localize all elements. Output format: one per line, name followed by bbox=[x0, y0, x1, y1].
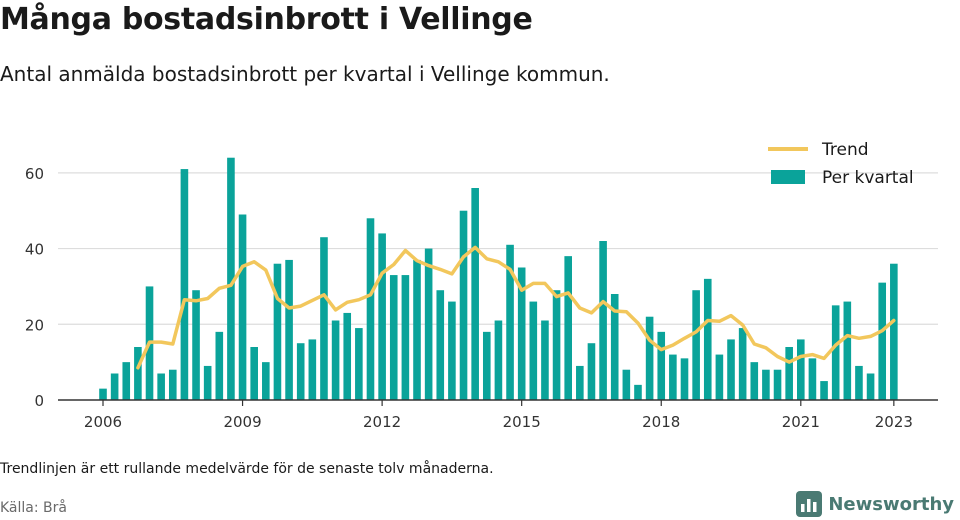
chart-subtitle: Antal anmälda bostadsinbrott per kvartal… bbox=[0, 62, 610, 86]
brand-logo[interactable]: Newsworthy bbox=[796, 489, 954, 519]
bar bbox=[262, 362, 270, 400]
bar bbox=[308, 339, 317, 400]
bar bbox=[273, 263, 282, 400]
bar bbox=[238, 214, 247, 400]
bar bbox=[331, 320, 340, 400]
bar bbox=[773, 369, 782, 400]
bar bbox=[680, 358, 689, 400]
chart: 0 20 40 60 2006 2009 2012 2015 2018 2021 2023 Trend… bbox=[25, 140, 938, 431]
bar bbox=[355, 328, 363, 400]
x-tick-label: 2021 bbox=[782, 413, 820, 431]
bar bbox=[215, 331, 224, 400]
bar bbox=[831, 305, 840, 400]
bar bbox=[645, 316, 654, 400]
bar bbox=[715, 354, 724, 400]
chart-title: Många bostadsinbrott i Vellinge bbox=[0, 2, 533, 37]
bar bbox=[890, 263, 898, 400]
bar bbox=[657, 331, 666, 400]
x-tick-label: 2023 bbox=[875, 413, 913, 431]
x-tick-label: 2015 bbox=[503, 413, 541, 431]
x-tick-label: 2018 bbox=[642, 413, 680, 431]
bar bbox=[541, 320, 549, 400]
bar bbox=[552, 290, 561, 400]
x-tick-label: 2006 bbox=[84, 413, 122, 431]
bar bbox=[436, 290, 445, 400]
legend-bars-swatch bbox=[771, 170, 805, 184]
bar bbox=[576, 365, 584, 400]
bar bbox=[320, 237, 328, 400]
bar bbox=[820, 381, 828, 400]
bar bbox=[250, 347, 258, 400]
bar bbox=[517, 267, 526, 400]
bar bbox=[366, 218, 375, 400]
source-label: Källa: Brå bbox=[0, 500, 67, 516]
bar bbox=[878, 282, 887, 400]
bar bbox=[622, 369, 631, 400]
y-tick-label: 0 bbox=[34, 392, 44, 410]
bar bbox=[389, 275, 398, 400]
bar bbox=[506, 244, 514, 400]
bar bbox=[471, 188, 479, 400]
bar bbox=[750, 362, 759, 400]
bar bbox=[482, 331, 491, 400]
bar bbox=[762, 369, 770, 400]
bar bbox=[378, 233, 386, 400]
bar bbox=[448, 301, 456, 400]
bar bbox=[180, 169, 189, 400]
bar bbox=[424, 248, 433, 400]
legend-bars-label: Per kvartal bbox=[822, 168, 914, 188]
bar bbox=[797, 339, 805, 400]
x-tick-label: 2012 bbox=[363, 413, 401, 431]
legend-trend-label: Trend bbox=[821, 140, 869, 160]
bar bbox=[296, 343, 305, 400]
bar bbox=[564, 256, 572, 400]
bar bbox=[587, 343, 596, 400]
bar bbox=[157, 373, 165, 400]
bar bbox=[494, 320, 503, 400]
bar bbox=[192, 290, 200, 400]
bar bbox=[529, 301, 538, 400]
bar bbox=[227, 157, 235, 400]
bar bbox=[692, 290, 700, 400]
bar bbox=[401, 275, 410, 400]
bar bbox=[459, 210, 468, 400]
bar bbox=[413, 259, 421, 400]
x-tick-label: 2009 bbox=[223, 413, 261, 431]
trend-line bbox=[136, 245, 896, 370]
bar bbox=[110, 373, 119, 400]
bar bbox=[808, 358, 817, 400]
bar bbox=[285, 259, 293, 400]
y-tick-label: 20 bbox=[25, 316, 44, 334]
bar bbox=[122, 362, 131, 400]
bar bbox=[203, 365, 212, 400]
footnote: Trendlinjen är ett rullande medelvärde f… bbox=[0, 461, 494, 477]
bar bbox=[843, 301, 852, 400]
y-tick-label: 60 bbox=[25, 165, 44, 183]
bar bbox=[738, 328, 747, 400]
bar bbox=[168, 369, 177, 400]
bar bbox=[599, 241, 607, 400]
bar bbox=[99, 388, 107, 400]
bar bbox=[610, 294, 619, 400]
bar bbox=[785, 347, 793, 400]
bar bbox=[669, 354, 677, 400]
bar bbox=[634, 384, 642, 400]
bar bbox=[134, 347, 142, 400]
y-tick-label: 40 bbox=[25, 241, 44, 259]
bar bbox=[866, 373, 875, 400]
bar bbox=[855, 365, 863, 400]
brand-name: Newsworthy bbox=[828, 493, 954, 515]
bar bbox=[703, 278, 712, 400]
newsworthy-logo-icon bbox=[796, 491, 823, 517]
bar bbox=[727, 339, 735, 400]
bar bbox=[343, 312, 352, 400]
